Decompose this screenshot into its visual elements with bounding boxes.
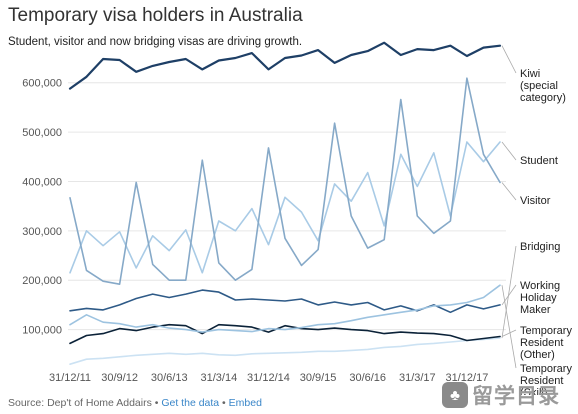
watermark-icon: ♣: [442, 382, 468, 408]
chart-subtitle: Student, visitor and now bridging visas …: [8, 36, 303, 48]
series-line: [69, 289, 501, 314]
series-line: [69, 77, 501, 286]
x-tick-label: 31/12/17: [446, 372, 489, 384]
leader-line: [501, 284, 517, 306]
series-label: Resident: [520, 337, 563, 349]
series-line: [69, 284, 501, 333]
x-tick-label: 31/3/14: [200, 372, 237, 384]
series-line: [69, 141, 501, 274]
series-label: Holiday: [520, 292, 557, 304]
leader-line: [501, 45, 517, 74]
watermark-logo: ♣ 留学目录: [442, 378, 576, 412]
x-tick-label: 30/6/13: [151, 372, 188, 384]
watermark-text: 留学目录: [472, 384, 560, 408]
x-tick-label: 31/12/14: [247, 372, 290, 384]
leader-line: [501, 245, 517, 339]
line-chart: 100,000 200,000 300,000 400,000 500,000 600,0…: [22, 41, 572, 395]
series-label: Visitor: [520, 195, 551, 207]
series-label: category): [520, 92, 566, 104]
series-label: Temporary: [520, 363, 572, 375]
y-tick-label: 600,000: [22, 78, 62, 90]
series-label: Student: [520, 155, 558, 167]
series-label: (Skill): [520, 387, 548, 395]
series-label: Working: [520, 280, 560, 292]
x-tick-label: 30/9/15: [300, 372, 337, 384]
leader-line: [501, 141, 517, 161]
embed-link[interactable]: Embed: [228, 397, 262, 409]
series-line: [69, 337, 501, 366]
y-tick-label: 400,000: [22, 176, 62, 188]
leader-line: [501, 182, 517, 201]
leader-line: [501, 285, 517, 369]
series-label: Bridging: [520, 241, 560, 253]
series-label: Kiwi: [520, 68, 540, 80]
series-label: Resident: [520, 375, 563, 387]
y-tick-label: 200,000: [22, 275, 62, 287]
y-tick-label: 300,000: [22, 226, 62, 238]
series-label: (special: [520, 80, 558, 92]
footer-separator: •: [219, 397, 229, 409]
x-tick-label: 31/12/11: [49, 372, 91, 384]
source-note: Source: Dep't of Home Addairs: [8, 397, 152, 409]
series-line: [68, 41, 502, 90]
footer-separator: •: [151, 397, 162, 409]
x-tick-label: 30/9/12: [101, 372, 138, 384]
chart-title: Temporary visa holders in Australia: [8, 5, 303, 26]
y-tick-label: 500,000: [22, 127, 62, 139]
x-tick-label: 31/3/17: [399, 372, 436, 384]
chart-footer: Source: Dep't of Home Addairs • Get the …: [8, 397, 262, 409]
series-line: [69, 323, 501, 345]
series-label: (Other): [520, 349, 555, 361]
get-data-link[interactable]: Get the data: [161, 397, 220, 409]
y-tick-label: 100,000: [22, 325, 62, 337]
series-label: Maker: [520, 304, 551, 316]
series-label: Temporary: [520, 325, 572, 337]
leader-line: [501, 329, 517, 337]
x-tick-label: 30/6/16: [349, 372, 386, 384]
